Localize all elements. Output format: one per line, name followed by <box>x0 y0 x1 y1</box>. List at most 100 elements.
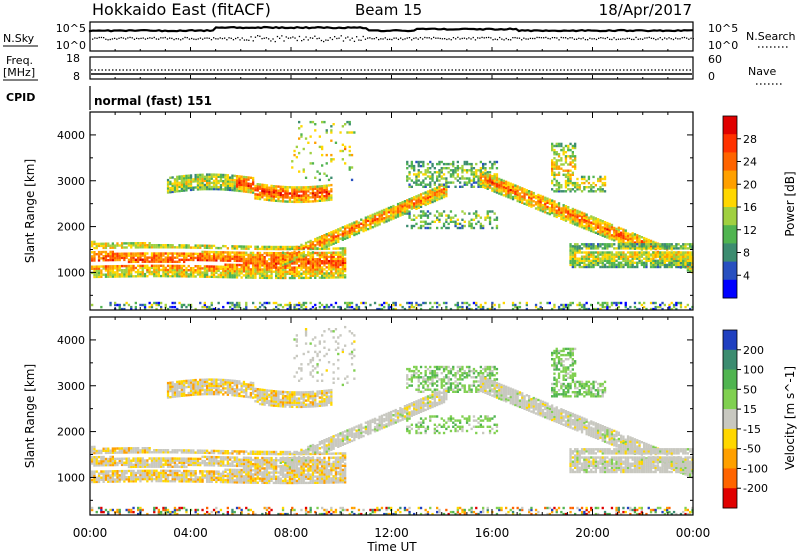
scatter-cell <box>479 182 482 186</box>
scatter-cell <box>173 180 177 183</box>
scatter-cell <box>454 222 457 226</box>
scatter-cell <box>118 244 121 247</box>
scatter-cell <box>242 184 246 187</box>
scatter-cell <box>203 250 206 254</box>
scatter-cell <box>456 179 459 182</box>
scatter-cell <box>523 194 526 197</box>
scatter-cell <box>675 265 678 269</box>
scatter-cell <box>479 307 482 311</box>
scatter-cell <box>298 276 301 280</box>
scatter-cell <box>139 246 142 249</box>
scatter-cell <box>231 188 234 192</box>
scatter-cell <box>120 246 124 249</box>
scatter-cell <box>212 267 216 270</box>
scatter-cell <box>461 164 464 168</box>
scatter-cell <box>636 257 639 260</box>
scatter-cell <box>238 305 241 309</box>
scatter-cell <box>452 160 455 164</box>
scatter-cell <box>116 265 119 268</box>
scatter-cell <box>150 256 154 259</box>
scatter-cell <box>183 264 186 268</box>
scatter-cell <box>495 173 499 176</box>
scatter-cell <box>321 262 324 265</box>
scatter-cell <box>219 253 223 256</box>
scatter-cell <box>95 451 98 455</box>
scatter-cell <box>626 236 630 239</box>
scatter-cell <box>222 267 225 270</box>
scatter-cell <box>357 305 361 309</box>
scatter-cell <box>189 186 193 189</box>
scatter-cell <box>286 196 289 199</box>
scatter-cell <box>548 202 551 205</box>
scatter-cell <box>686 256 689 260</box>
scatter-cell <box>626 261 630 264</box>
scatter-cell <box>438 169 441 172</box>
scatter-cell <box>620 227 623 230</box>
scatter-cell <box>104 254 108 258</box>
scatter-cell <box>574 259 577 262</box>
scatter-cell <box>613 257 616 260</box>
scatter-cell <box>643 239 646 242</box>
scatter-cell <box>206 177 209 180</box>
scatter-cell <box>183 177 186 180</box>
scatter-cell <box>93 273 96 277</box>
scatter-cell <box>622 257 625 260</box>
scatter-cell <box>442 185 446 188</box>
scatter-cell <box>178 264 181 268</box>
scatter-cell <box>201 183 204 187</box>
scatter-cell <box>261 276 264 279</box>
scatter-cell <box>215 177 218 180</box>
scatter-cell <box>456 175 459 178</box>
scatter-cell <box>615 265 618 269</box>
scatter-cell <box>111 455 114 459</box>
scatter-cell <box>235 272 239 275</box>
scatter-cell <box>544 202 547 206</box>
scatter-cell <box>532 200 535 203</box>
scatter-cell <box>166 258 170 261</box>
scatter-cell <box>148 301 151 305</box>
scatter-cell <box>102 273 105 276</box>
scatter-cell <box>288 198 292 201</box>
scatter-cell <box>482 179 485 182</box>
scatter-cell <box>247 264 250 267</box>
scatter-cell <box>252 183 255 186</box>
scatter-cell <box>311 247 315 250</box>
scatter-cell <box>263 272 266 275</box>
scatter-cell <box>560 307 563 311</box>
scatter-cell <box>178 273 181 276</box>
scatter-cell <box>645 245 648 248</box>
scatter-cell <box>576 181 579 185</box>
scatter-cell <box>594 231 597 234</box>
scatter-cell <box>436 192 439 195</box>
scatter-cell <box>477 305 480 309</box>
scatter-cell <box>277 274 280 278</box>
scatter-cell <box>592 307 595 311</box>
scatter-cell <box>323 268 326 271</box>
scatter-cell <box>231 303 234 307</box>
scatter-cell <box>288 303 292 307</box>
scatter-cell <box>293 194 296 197</box>
scatter-cell <box>247 259 250 263</box>
scatter-cell <box>270 184 273 188</box>
scatter-cell <box>544 198 547 201</box>
scatter-cell <box>449 181 453 184</box>
scatter-cell <box>486 177 489 180</box>
scatter-cell <box>171 252 174 255</box>
scatter-cell <box>422 210 425 213</box>
scatter-cell <box>217 246 220 250</box>
scatter-cell <box>387 217 390 220</box>
scatter-cell <box>132 447 135 450</box>
scatter-cell <box>208 275 211 278</box>
scatter-cell <box>429 226 432 230</box>
scatter-cell <box>626 232 630 235</box>
scatter-cell <box>615 307 618 311</box>
scatter-cell <box>426 171 430 174</box>
scatter-cell <box>689 261 692 264</box>
scatter-cell <box>645 255 648 258</box>
scatter-cell <box>235 175 239 178</box>
scatter-cell <box>240 185 243 189</box>
scatter-cell <box>394 212 397 215</box>
scatter-cell <box>369 222 372 226</box>
scatter-cell <box>139 459 142 462</box>
scatter-cell <box>281 245 285 249</box>
